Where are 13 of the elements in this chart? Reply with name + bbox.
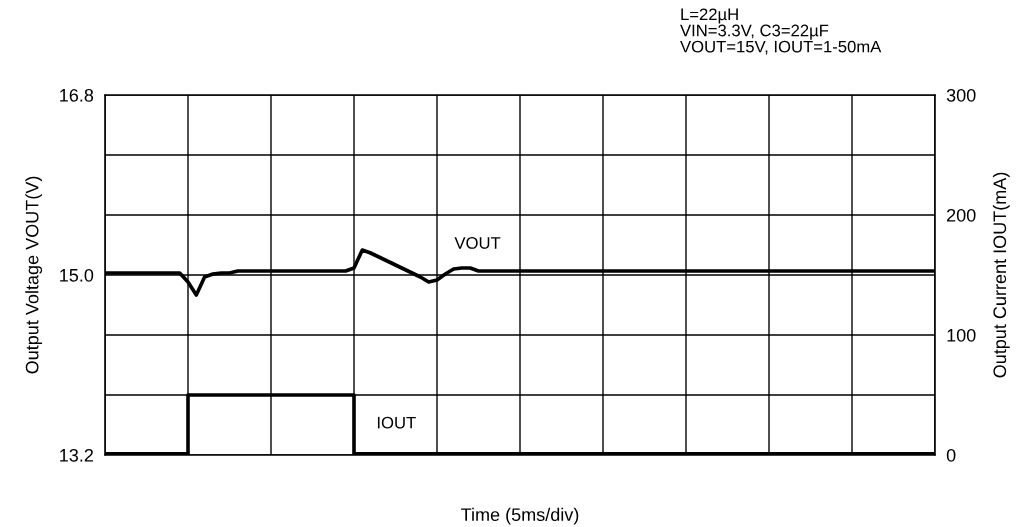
y2-axis-title: Output Current IOUT(mA) — [992, 172, 1010, 378]
text: L=22µH VIN=3.3V, C3=22µF VOUT=15V, IOUT=1-50mA — [680, 8, 882, 55]
y2-tick-label: 0 — [946, 448, 956, 462]
y-axis-title: Output Voltage VOUT(V) — [25, 176, 43, 374]
y2-tick-label: 200 — [947, 208, 976, 222]
annotation: VOUT — [454, 237, 501, 249]
y-tick-label: 16.8 — [60, 88, 94, 102]
y2-tick-label: 100 — [947, 328, 976, 342]
y2-tick-label: 300 — [946, 88, 976, 102]
annotation: IOUT — [377, 416, 416, 429]
x-axis-title: Time (5ms/div) — [461, 507, 579, 525]
y-tick-label: 15.0 — [60, 268, 94, 282]
y-tick-label: 13.2 — [60, 448, 93, 462]
